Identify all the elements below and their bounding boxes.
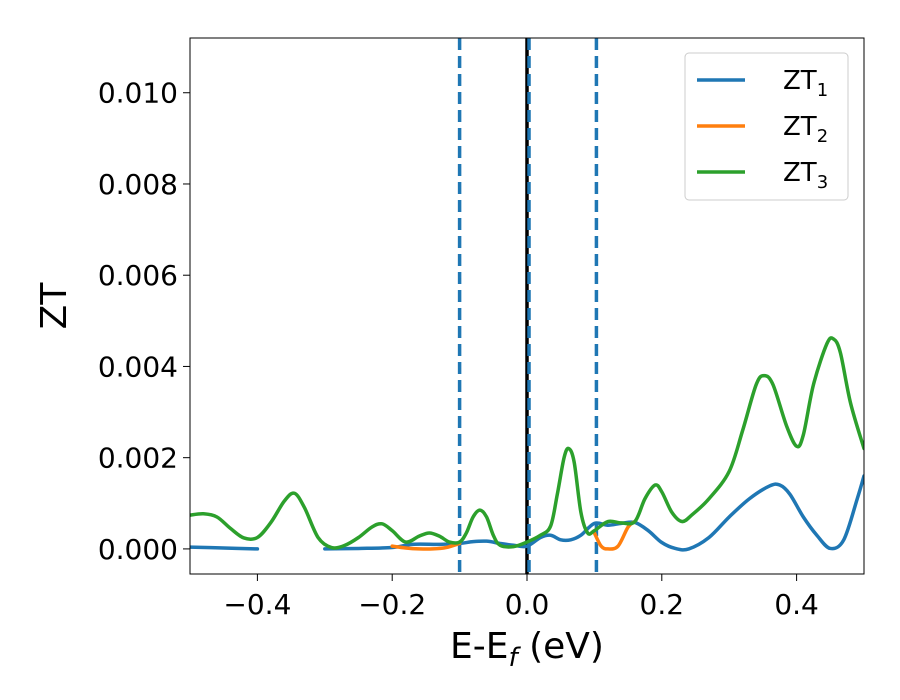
series-line-zt2 [592, 519, 637, 551]
legend-label-zt3: ZT3 [783, 158, 828, 193]
y-tick-label: 0.010 [98, 77, 178, 110]
y-tick-label: 0.004 [98, 350, 178, 383]
y-tick-label: 0.008 [98, 168, 178, 201]
y-tick-label: 0.002 [98, 442, 178, 475]
legend: ZT1 ZT2 ZT3 [684, 52, 849, 201]
x-axis-label: E-Ef (eV) [450, 626, 604, 673]
series-line-zt1 [190, 545, 260, 551]
x-tick-label: −0.4 [223, 588, 291, 621]
legend-label-zt2: ZT2 [783, 112, 828, 147]
x-tick-label: 0.4 [774, 588, 819, 621]
y-tick-label: 0.000 [98, 533, 178, 566]
series-line-zt2 [390, 541, 462, 551]
legend-label-zt1: ZT1 [783, 66, 828, 101]
x-tick-label: 0.0 [505, 588, 550, 621]
x-axis-label-unit: (eV) [518, 626, 604, 667]
x-tick-label: −0.2 [358, 588, 426, 621]
series-line-zt3 [190, 336, 864, 550]
x-tick-label: 0.2 [640, 588, 685, 621]
y-axis-label: ZT [34, 282, 75, 330]
legend-frame [684, 52, 849, 201]
series-line-zt1 [323, 474, 864, 552]
y-tick-label: 0.006 [98, 259, 178, 292]
